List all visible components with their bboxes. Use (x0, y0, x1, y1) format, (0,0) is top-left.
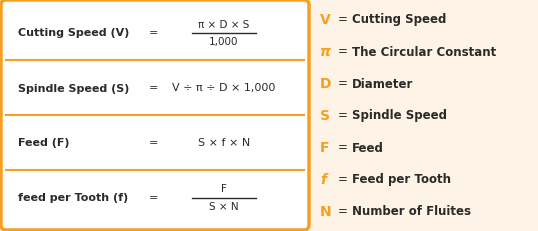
Text: Diameter: Diameter (352, 77, 413, 90)
Text: π × D × S: π × D × S (199, 19, 250, 29)
Text: S × f × N: S × f × N (198, 138, 250, 148)
Text: π: π (320, 45, 331, 59)
Text: Spindle Speed (S): Spindle Speed (S) (18, 83, 129, 93)
Text: Feed (F): Feed (F) (18, 138, 69, 148)
Text: Spindle Speed: Spindle Speed (352, 109, 447, 122)
Text: =: = (150, 28, 159, 38)
Text: =: = (338, 205, 348, 218)
Text: =: = (338, 141, 348, 154)
Text: V ÷ π ÷ D × 1,000: V ÷ π ÷ D × 1,000 (172, 83, 275, 93)
Text: feed per Tooth (f): feed per Tooth (f) (18, 193, 128, 203)
Text: The Circular Constant: The Circular Constant (352, 45, 496, 58)
Text: F: F (320, 140, 329, 154)
FancyBboxPatch shape (1, 1, 309, 230)
Text: =: = (150, 138, 159, 148)
Text: =: = (338, 173, 348, 186)
Text: =: = (338, 45, 348, 58)
Text: 1,000: 1,000 (209, 37, 239, 47)
Text: =: = (338, 77, 348, 90)
Text: =: = (150, 193, 159, 203)
Text: f: f (320, 172, 326, 186)
Text: =: = (338, 13, 348, 26)
Text: Feed: Feed (352, 141, 384, 154)
Text: N: N (320, 204, 331, 218)
Text: Cutting Speed (V): Cutting Speed (V) (18, 28, 129, 38)
Text: V: V (320, 13, 331, 27)
Text: D: D (320, 77, 331, 91)
Text: =: = (150, 83, 159, 93)
Text: Feed per Tooth: Feed per Tooth (352, 173, 451, 186)
Text: S: S (320, 109, 330, 122)
Text: Number of Fluites: Number of Fluites (352, 205, 471, 218)
Text: =: = (338, 109, 348, 122)
Text: F: F (221, 184, 227, 194)
Text: S × N: S × N (209, 202, 239, 212)
Text: Cutting Speed: Cutting Speed (352, 13, 447, 26)
